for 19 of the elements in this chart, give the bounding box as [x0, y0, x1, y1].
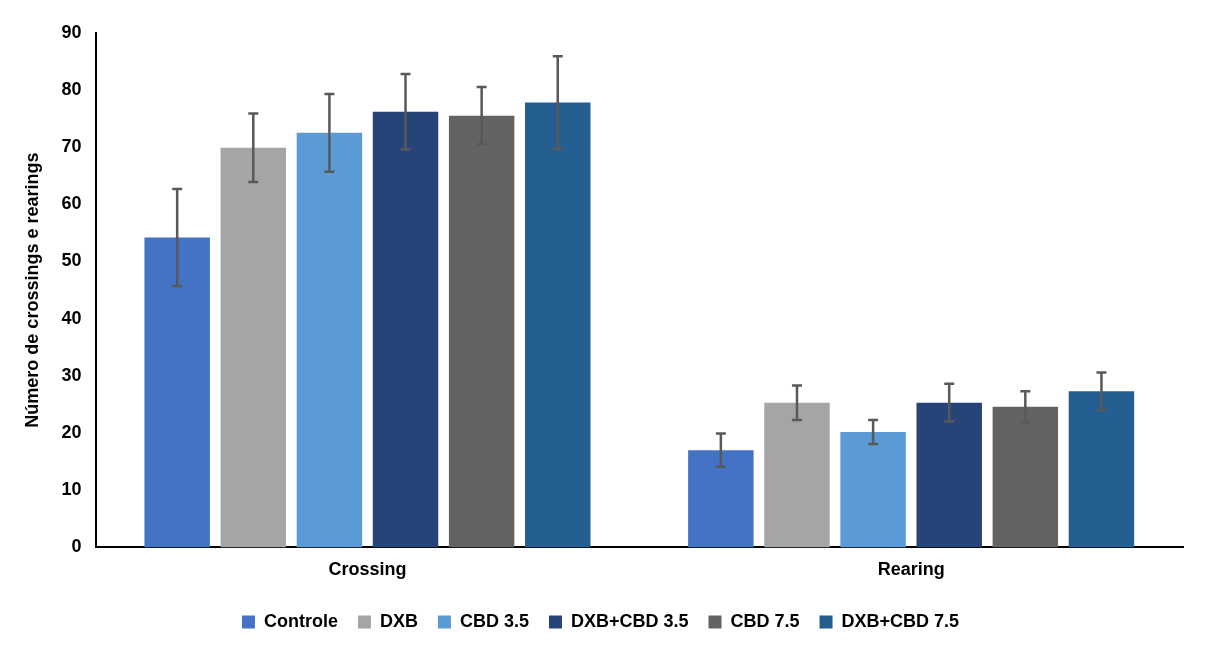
y-tick-label: 0 — [71, 536, 82, 557]
x-tick-label: Rearing — [877, 559, 945, 580]
legend-label: CBD 3.5 — [459, 610, 529, 631]
legend-label: DXB+CBD 7.5 — [841, 610, 960, 631]
y-tick-label: 20 — [61, 422, 82, 443]
y-tick-label: 10 — [61, 479, 82, 500]
y-axis-title: Número de crossings e rearings — [21, 152, 42, 428]
legend-label: CBD 7.5 — [730, 610, 800, 631]
legend-label: DXB+CBD 3.5 — [570, 610, 689, 631]
legend-label: Controle — [263, 610, 338, 631]
y-tick-label: 40 — [61, 307, 82, 328]
y-tick-label: 90 — [61, 21, 82, 42]
y-tick-label: 70 — [61, 136, 82, 157]
y-tick-label: 60 — [61, 193, 82, 214]
y-tick-label: 50 — [61, 250, 82, 271]
y-tick-label: 30 — [61, 364, 82, 385]
y-tick-label: 80 — [61, 78, 82, 99]
legend-label: DXB — [379, 610, 418, 631]
x-tick-label: Crossing — [328, 559, 407, 580]
